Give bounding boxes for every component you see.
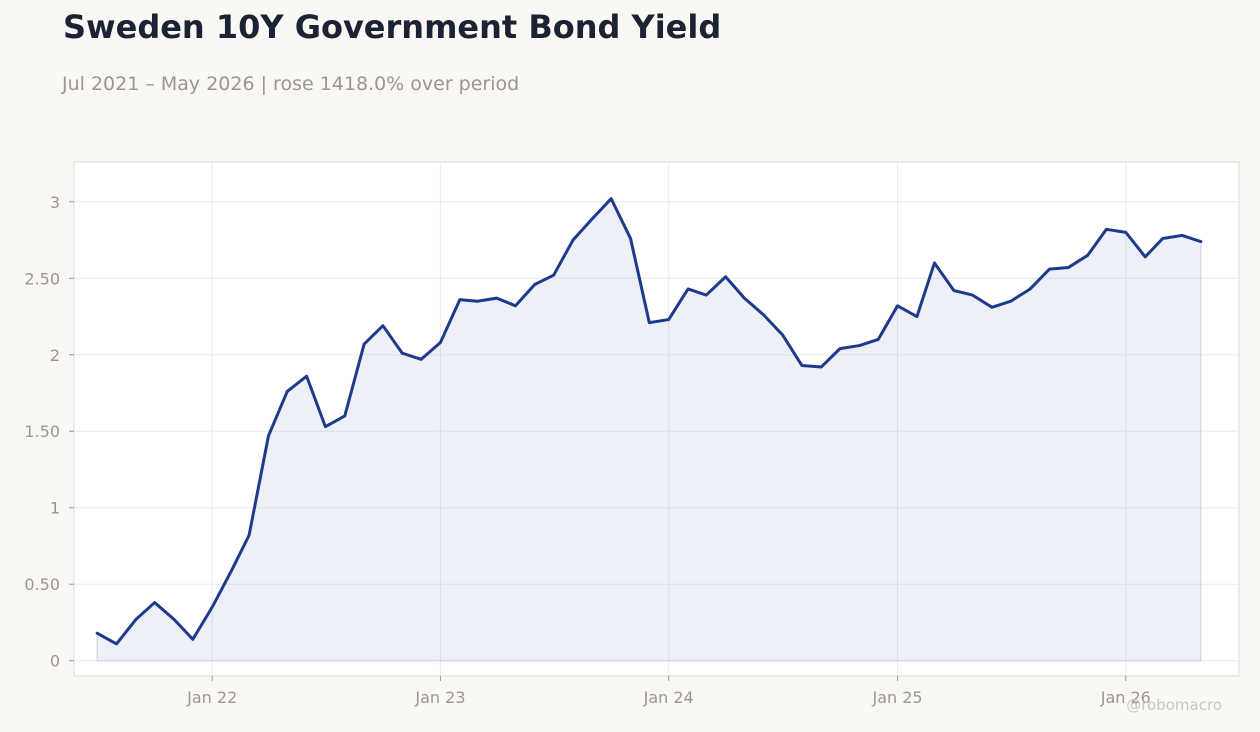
- data-point: [173, 618, 176, 621]
- data-point: [610, 197, 613, 200]
- series-line: [95, 197, 1203, 646]
- chart-subtitle: Jul 2021 – May 2026 | rose 1418.0% over …: [62, 73, 520, 95]
- data-point: [1029, 287, 1032, 290]
- data-point: [971, 294, 974, 297]
- data-point: [877, 338, 880, 341]
- data-point: [667, 318, 670, 321]
- data-point: [1124, 231, 1127, 234]
- y-tick-label: 1: [50, 499, 60, 518]
- data-point: [896, 304, 899, 307]
- data-point: [343, 414, 346, 417]
- data-point: [324, 425, 327, 428]
- y-tick-label: 1.50: [24, 422, 60, 441]
- data-point: [401, 352, 404, 355]
- data-point: [134, 618, 137, 621]
- data-point: [915, 315, 918, 318]
- data-point: [248, 534, 251, 537]
- data-point: [286, 390, 289, 393]
- chart-title: Sweden 10Y Government Bond Yield: [63, 8, 722, 46]
- plot-background: [73, 161, 1240, 677]
- data-point: [420, 358, 423, 361]
- watermark: @robomacro: [1126, 696, 1222, 714]
- data-point: [990, 306, 993, 309]
- data-point: [1086, 254, 1089, 257]
- data-point: [1144, 255, 1147, 258]
- data-point: [858, 344, 861, 347]
- data-point: [439, 341, 442, 344]
- y-tick-label: 3: [50, 193, 60, 212]
- y-tick-label: 0: [50, 652, 60, 671]
- data-point: [1105, 228, 1108, 231]
- data-point: [191, 638, 194, 641]
- data-point: [1199, 240, 1202, 243]
- data-point: [458, 298, 461, 301]
- data-point: [267, 434, 270, 437]
- data-point: [230, 569, 233, 572]
- data-point: [552, 274, 555, 277]
- data-point: [1048, 268, 1051, 271]
- data-point: [1067, 266, 1070, 269]
- data-point: [839, 347, 842, 350]
- data-point: [705, 294, 708, 297]
- data-point: [495, 297, 498, 300]
- data-point: [514, 304, 517, 307]
- data-point: [115, 642, 118, 645]
- x-tick-label: Jan 24: [643, 688, 694, 707]
- data-point: [305, 375, 308, 378]
- data-point: [820, 365, 823, 368]
- data-point: [211, 606, 214, 609]
- data-point: [476, 300, 479, 303]
- x-tick-label: Jan 25: [872, 688, 923, 707]
- data-point: [533, 283, 536, 286]
- data-point: [591, 217, 594, 220]
- data-point: [933, 261, 936, 264]
- data-point: [153, 601, 156, 604]
- data-point: [629, 237, 632, 240]
- data-point: [743, 297, 746, 300]
- x-tick-label: Jan 26: [1100, 688, 1151, 707]
- data-point: [724, 275, 727, 278]
- data-point: [1181, 234, 1184, 237]
- data-point: [648, 321, 651, 324]
- data-point: [1009, 300, 1012, 303]
- data-point: [800, 364, 803, 367]
- data-point: [363, 343, 366, 346]
- data-point: [572, 239, 575, 242]
- data-point: [1161, 237, 1164, 240]
- data-point: [762, 313, 765, 316]
- data-point: [381, 324, 384, 327]
- x-tick-label: Jan 22: [186, 688, 237, 707]
- data-point: [781, 333, 784, 336]
- data-point: [687, 287, 690, 290]
- y-tick-label: 2.50: [24, 269, 60, 288]
- data-point: [96, 632, 99, 635]
- data-point: [952, 289, 955, 292]
- x-tick-label: Jan 23: [414, 688, 465, 707]
- y-tick-label: 0.50: [24, 575, 60, 594]
- y-tick-label: 2: [50, 346, 60, 365]
